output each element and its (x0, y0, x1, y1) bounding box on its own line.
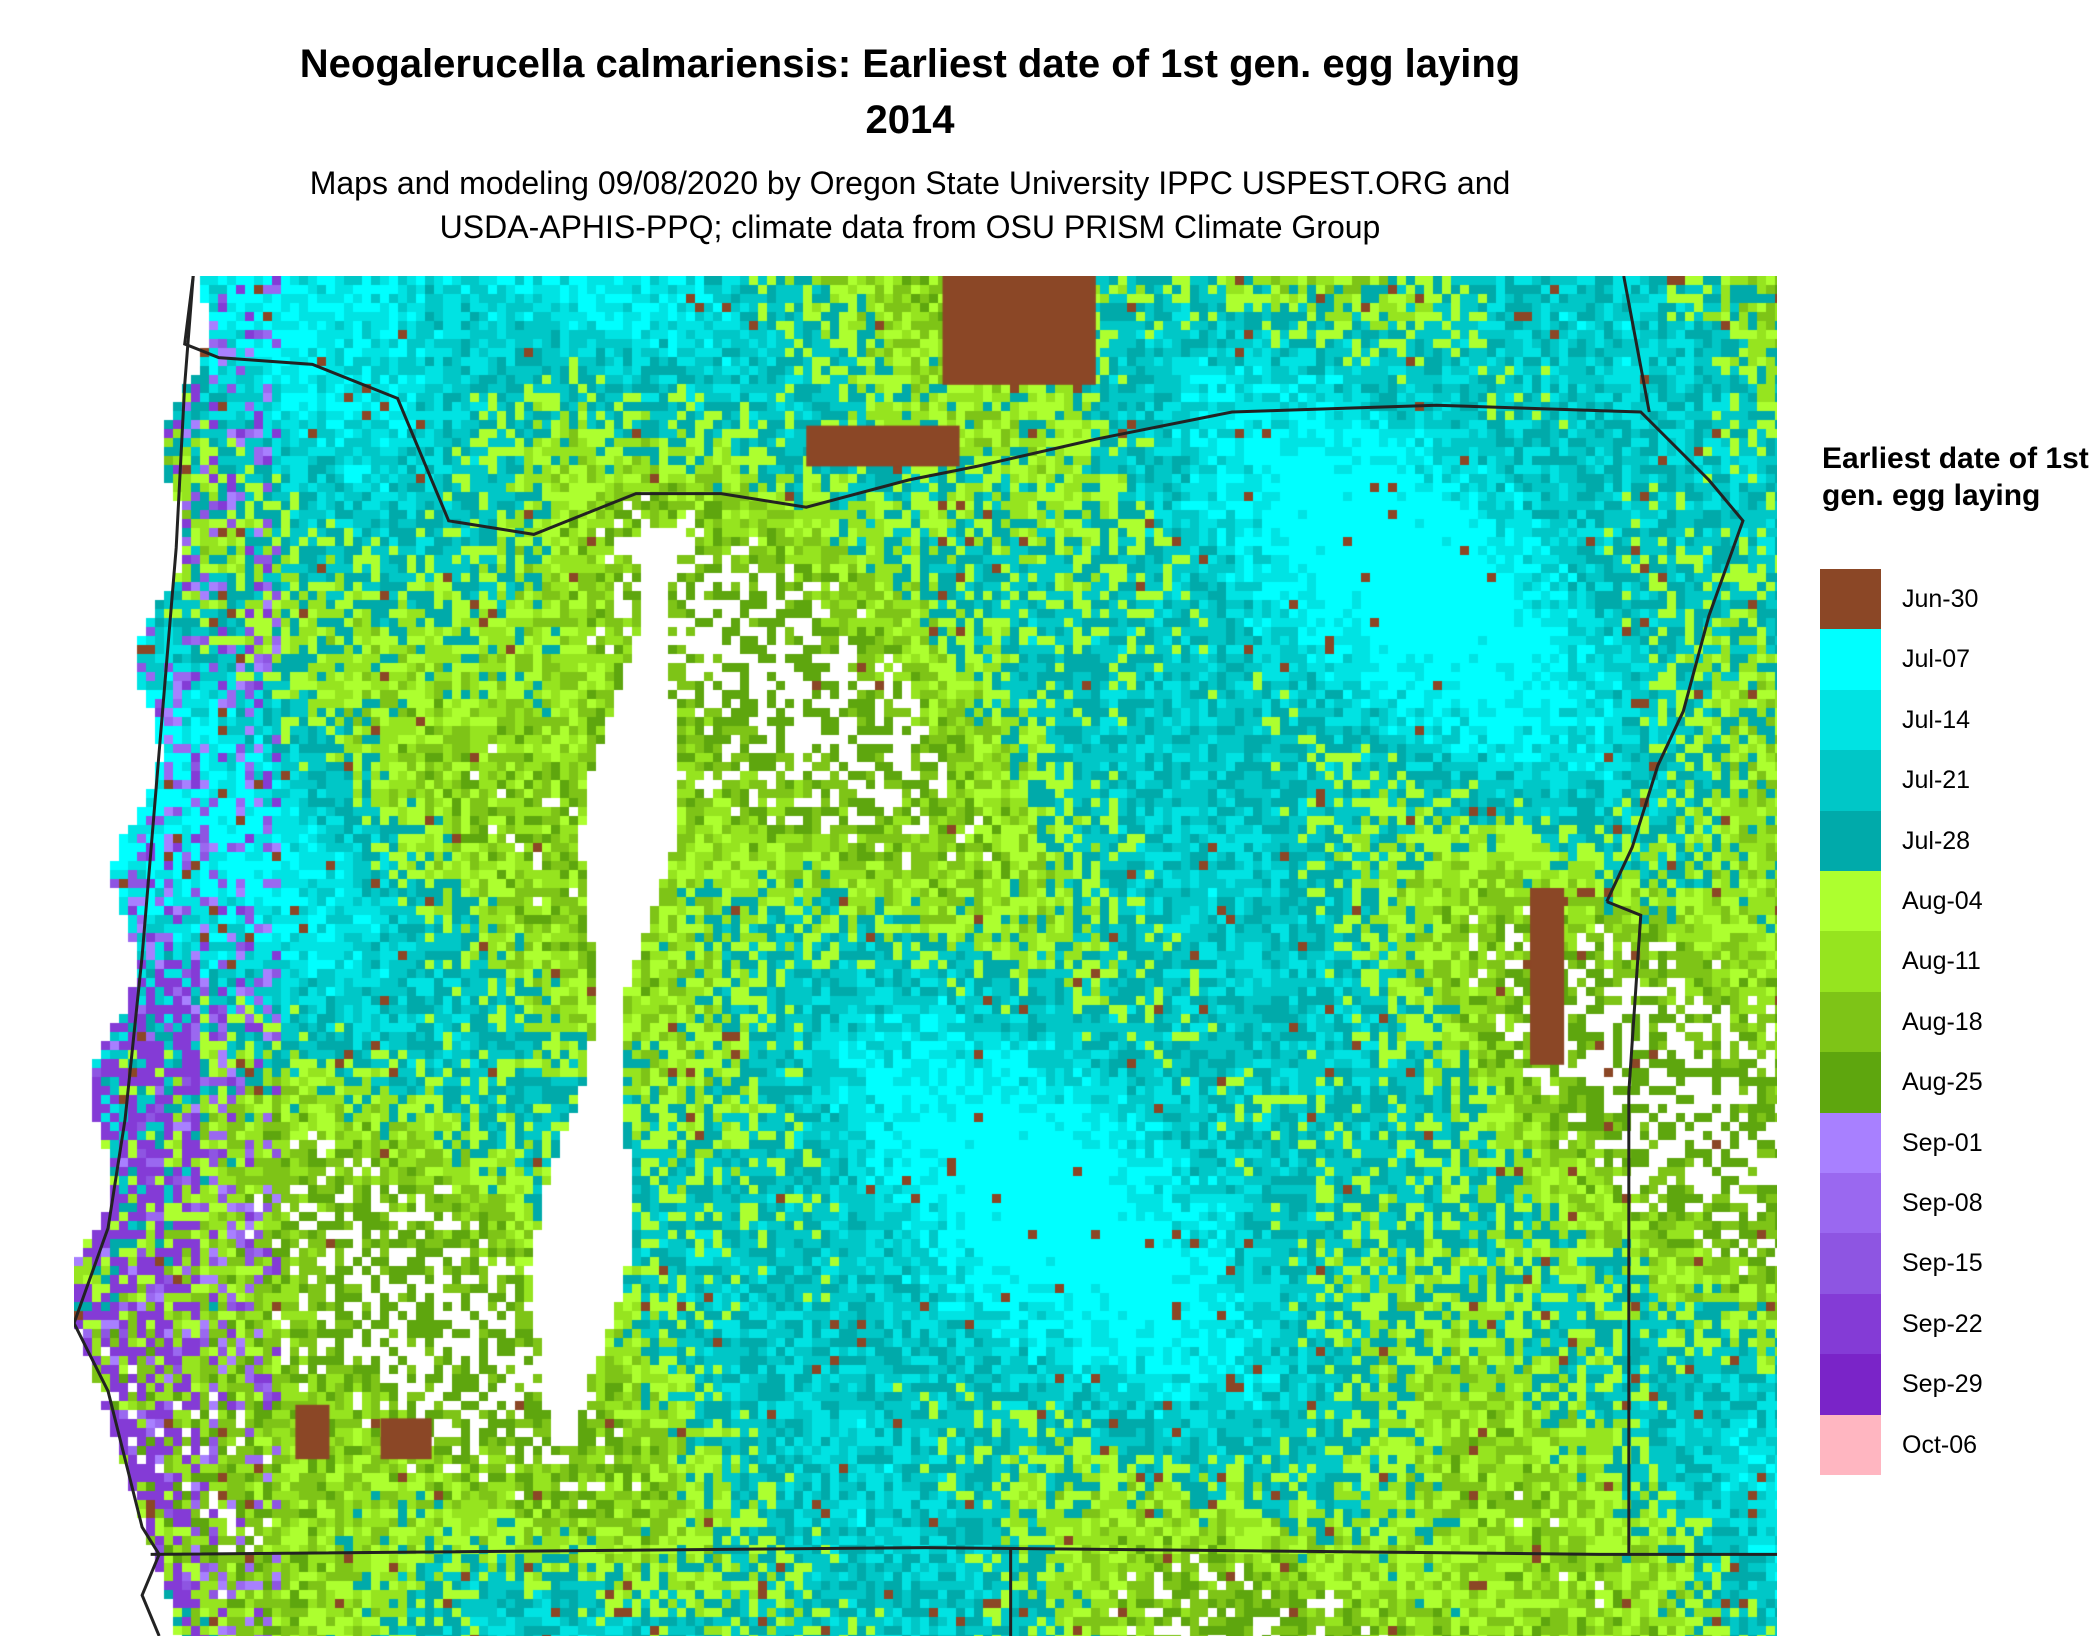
legend-item: Jul-21 (1820, 750, 2090, 811)
legend-item: Oct-06 (1820, 1414, 2090, 1475)
legend-item: Sep-15 (1820, 1233, 2090, 1294)
legend-item: Jun-30 (1820, 569, 2090, 630)
legend-item: Jul-14 (1820, 689, 2090, 751)
legend-swatch (1820, 931, 1881, 992)
legend-swatch (1820, 1173, 1881, 1234)
legend-swatch (1820, 1293, 1881, 1355)
legend-label: Jul-14 (1902, 705, 1971, 734)
oregon-idaho-border (1606, 900, 1643, 1555)
legend-swatch (1820, 750, 1881, 811)
legend-swatch (1820, 1052, 1881, 1113)
legend-item: Aug-04 (1820, 871, 2090, 932)
legend-item: Sep-22 (1820, 1293, 2090, 1355)
map-year: 2014 (865, 98, 955, 142)
map-title: Neogalerucella calmariensis: Earliest da… (299, 42, 1521, 86)
legend-item: Sep-01 (1820, 1112, 2090, 1173)
legend-swatch (1820, 991, 1881, 1053)
legend-swatch (1820, 810, 1881, 871)
legend-label: Jun-30 (1902, 585, 1979, 613)
legend-label: Sep-15 (1902, 1249, 1983, 1278)
columbia-river-border (183, 276, 1745, 903)
legend-swatch (1820, 689, 1881, 751)
raster-map (74, 276, 1777, 1636)
legend-label: Aug-25 (1902, 1068, 1983, 1097)
legend-item: Jul-07 (1820, 629, 2090, 690)
coastline (74, 276, 195, 1636)
legend-label: Sep-01 (1902, 1128, 1983, 1157)
legend-swatch (1820, 629, 1881, 690)
legend-item: Aug-18 (1820, 991, 2090, 1053)
legend-swatch (1820, 871, 1881, 932)
legend-item: Sep-08 (1820, 1173, 2090, 1234)
legend-item: Aug-25 (1820, 1052, 2090, 1113)
legend-item: Sep-29 (1820, 1354, 2090, 1415)
legend-label: Sep-22 (1902, 1309, 1983, 1338)
legend-title: Earliest date of 1st gen. egg laying (1822, 442, 2089, 512)
legend-label: Oct-06 (1902, 1430, 1978, 1459)
legend-label: Aug-04 (1902, 887, 1983, 915)
legend-label: Aug-11 (1902, 947, 1981, 976)
legend-swatch (1820, 1354, 1881, 1415)
legend-label: Sep-08 (1902, 1189, 1983, 1217)
legend-swatch (1820, 1414, 1881, 1475)
legend-item: Aug-11 (1820, 931, 2090, 992)
legend-item: Jul-28 (1820, 810, 2090, 871)
legend-label: Jul-28 (1902, 826, 1971, 855)
state-borders (74, 276, 1777, 1636)
legend-label: Sep-29 (1902, 1370, 1983, 1399)
legend-swatch (1820, 1233, 1881, 1294)
legend-label: Jul-21 (1902, 766, 1971, 795)
legend-swatch (1820, 1112, 1881, 1173)
map-subtitle-line2: USDA-APHIS-PPQ; climate data from OSU PR… (439, 209, 1381, 245)
washington-idaho-border (1622, 276, 1651, 413)
legend-label: Jul-07 (1902, 645, 1971, 674)
legend-swatch (1820, 569, 1881, 630)
oregon-california-border (150, 1546, 1777, 1556)
map-subtitle-line1: Maps and modeling 09/08/2020 by Oregon S… (309, 165, 1511, 201)
legend-label: Aug-18 (1902, 1007, 1983, 1036)
